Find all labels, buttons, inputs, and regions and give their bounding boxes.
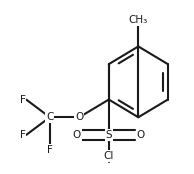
Text: F: F <box>20 94 25 105</box>
Text: O: O <box>137 130 145 140</box>
Text: C: C <box>46 112 54 122</box>
Text: Cl: Cl <box>104 151 114 161</box>
Text: S: S <box>106 130 112 140</box>
Text: F: F <box>47 145 53 155</box>
Text: O: O <box>73 130 81 140</box>
Text: CH₃: CH₃ <box>129 15 148 25</box>
Text: F: F <box>20 130 25 140</box>
Text: O: O <box>75 112 83 122</box>
